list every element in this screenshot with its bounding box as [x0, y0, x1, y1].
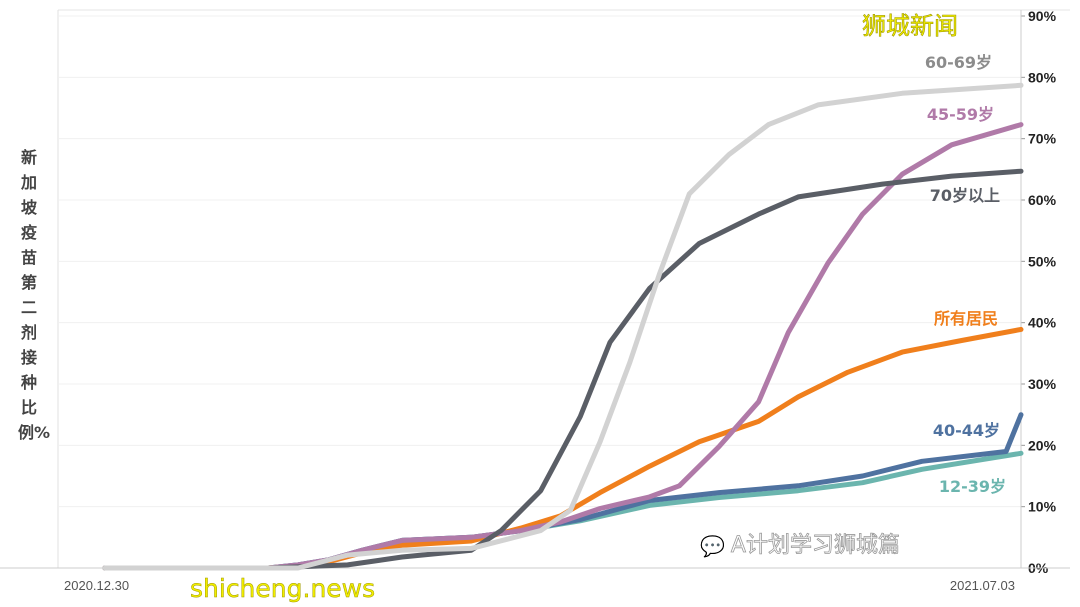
x-tick-label: 2021.07.03 [950, 578, 1015, 593]
watermark-bottom-left: shicheng.news [190, 574, 376, 604]
y-tick-label: 60% [1028, 192, 1057, 208]
x-tick-label: 2020.12.30 [64, 578, 129, 593]
y-tick-label: 80% [1028, 69, 1057, 85]
y-tick-label: 90% [1028, 8, 1057, 24]
wechat-icon: 💬 [700, 534, 726, 559]
watermark-text: A计划学习狮城篇 [730, 533, 901, 559]
series-line-70岁以上 [102, 168, 1024, 571]
y-tick-label: 10% [1028, 499, 1057, 515]
series-line-60-69岁 [102, 82, 1024, 571]
watermark-top-right: 狮城新闻 [862, 12, 959, 41]
y-tick-label: 20% [1028, 437, 1057, 453]
series-label: 所有居民 [934, 309, 998, 328]
y-tick-label: 70% [1028, 131, 1057, 147]
series-label: 45-59岁 [927, 105, 994, 124]
series-label: 12-39岁 [939, 477, 1006, 496]
y-tick-label: 30% [1028, 376, 1057, 392]
series-label: 70岁以上 [930, 186, 1000, 205]
y-axis-label: 新加坡疫苗第二剂接种比例% [18, 148, 51, 442]
series-label: 40-44岁 [933, 421, 1000, 440]
y-tick-label: 40% [1028, 315, 1057, 331]
series-line-45-59岁 [102, 122, 1024, 571]
series-label: 60-69岁 [925, 53, 992, 72]
watermark-bottom-right: 💬 A计划学习狮城篇 [700, 532, 901, 560]
y-tick-label: 50% [1028, 253, 1057, 269]
